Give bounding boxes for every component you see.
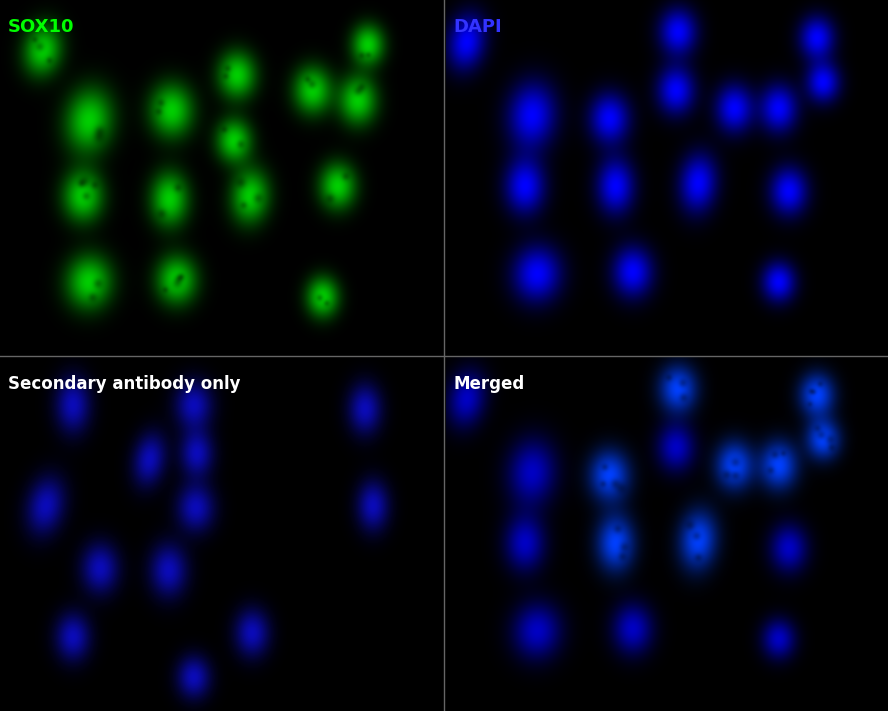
Text: Merged: Merged: [454, 375, 525, 393]
Text: SOX10: SOX10: [8, 18, 75, 36]
Text: Secondary antibody only: Secondary antibody only: [8, 375, 241, 393]
Text: DAPI: DAPI: [454, 18, 503, 36]
